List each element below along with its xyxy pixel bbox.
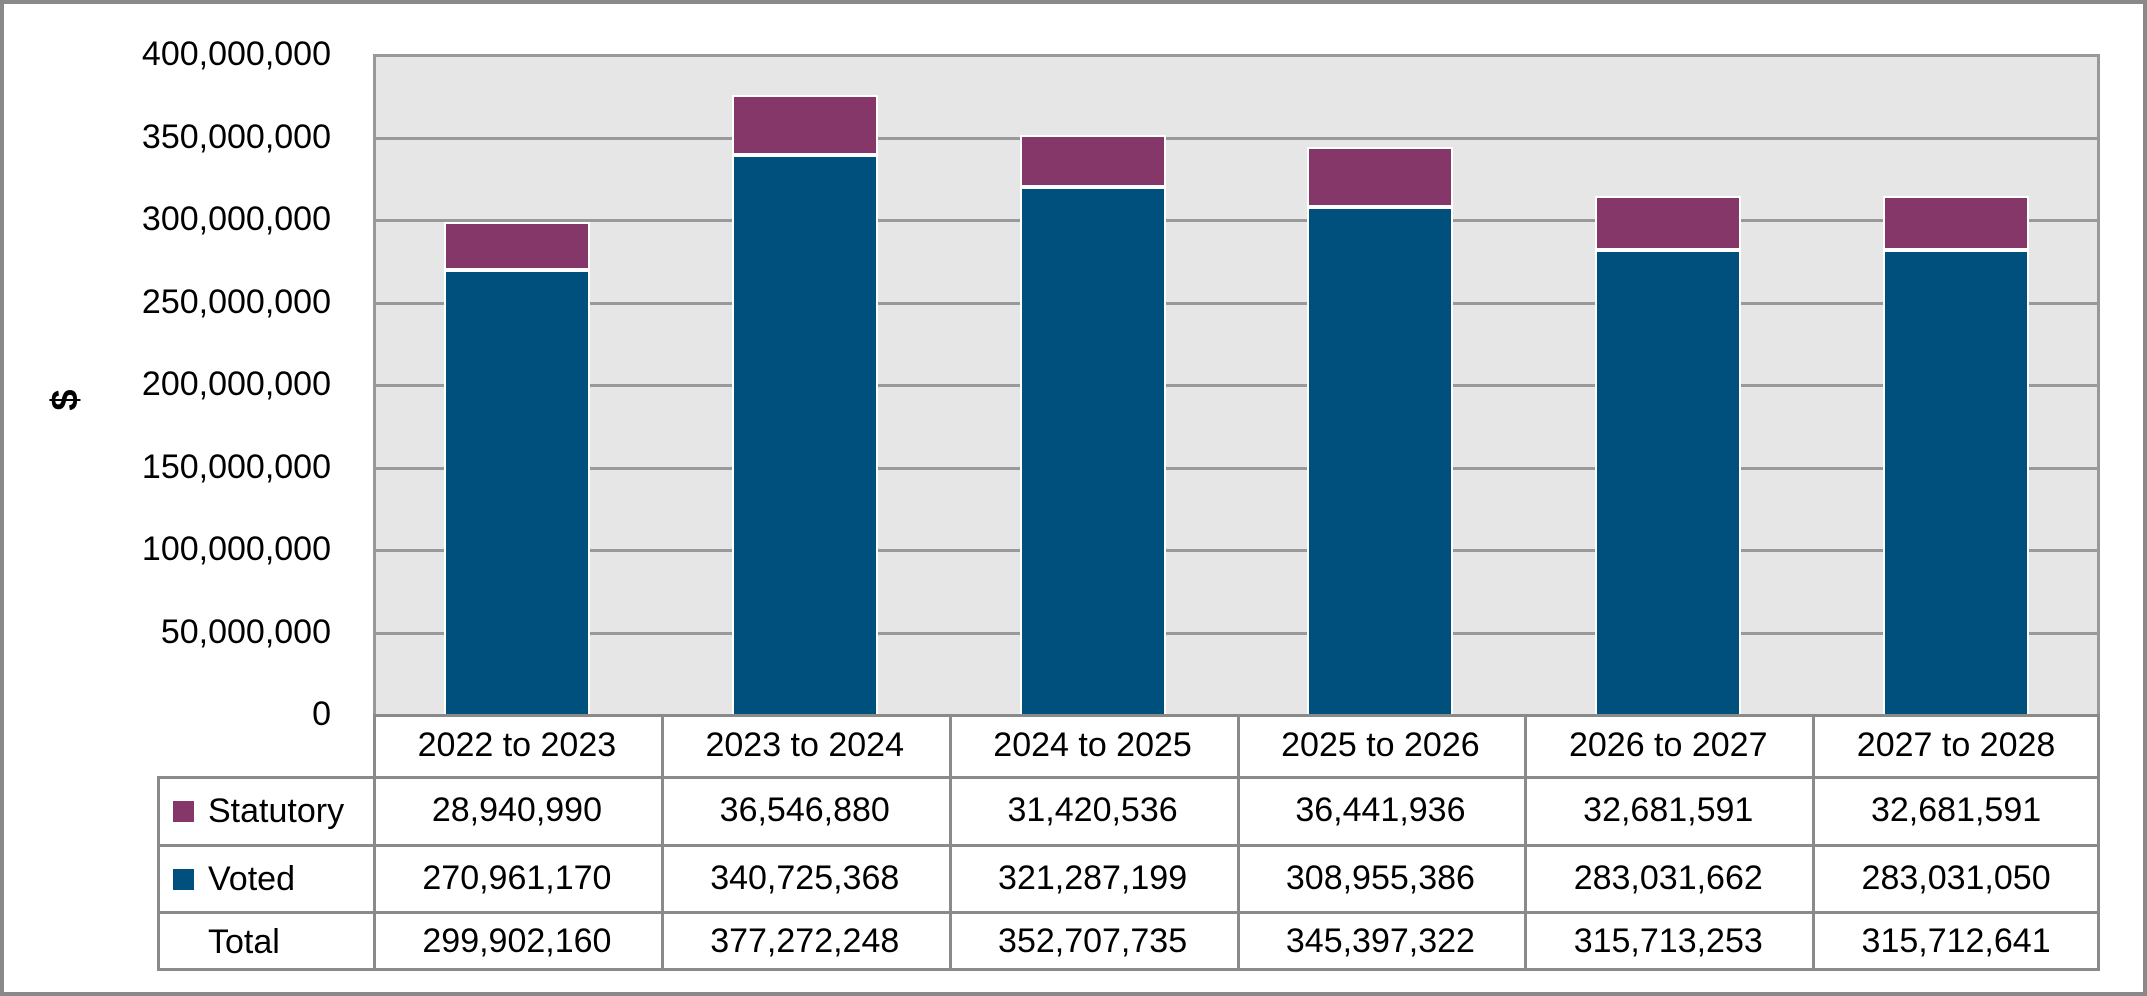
table-value-cell: 270,961,170 <box>422 859 612 897</box>
bar-segment-statutory-1 <box>443 222 590 270</box>
legend-row-voted: Voted <box>160 847 370 911</box>
bar-segment-voted-3 <box>1019 186 1166 717</box>
table-value-cell: 352,707,735 <box>998 922 1188 960</box>
table-row-separator <box>157 776 2100 779</box>
bar-segment-statutory-2 <box>731 94 878 155</box>
legend-row-statutory: Statutory <box>160 779 370 844</box>
table-value-cell: 283,031,662 <box>1573 859 1763 897</box>
table-value-cell: 28,940,990 <box>431 791 602 829</box>
bar-segment-statutory-4 <box>1307 147 1454 208</box>
gridline <box>376 301 2097 305</box>
table-column-separator <box>1236 714 1240 971</box>
bar-segment-voted-6 <box>1883 250 2030 717</box>
y-axis-tick-label: 300,000,000 <box>141 200 331 238</box>
table-row-separator <box>157 911 2100 914</box>
table-row-separator <box>157 844 2100 847</box>
bar-segment-statutory-5 <box>1595 196 1742 250</box>
category-header-cell: 2022 to 2023 <box>417 726 617 764</box>
legend-label-voted: Voted <box>208 859 295 898</box>
table-value-cell: 340,725,368 <box>710 859 900 897</box>
table-value-cell: 345,397,322 <box>1285 922 1475 960</box>
bar-segment-voted-5 <box>1595 250 1742 717</box>
bar-segment-voted-4 <box>1307 207 1454 717</box>
table-value-cell: 32,681,591 <box>1583 791 1754 829</box>
table-value-cell: 315,712,641 <box>1861 922 2051 960</box>
table-value-cell: 283,031,050 <box>1861 859 2051 897</box>
bar-segment-statutory-6 <box>1883 196 2030 250</box>
table-value-cell: 321,287,199 <box>998 859 1188 897</box>
table-value-cell: 299,902,160 <box>422 922 612 960</box>
table-value-cell: 32,681,591 <box>1870 791 2042 829</box>
table-column-separator <box>948 714 952 971</box>
table-value-cell: 36,546,880 <box>719 791 890 829</box>
y-axis-tick-label: 350,000,000 <box>141 117 331 156</box>
bar-segment-statutory-3 <box>1019 135 1166 187</box>
category-header-cell: 2026 to 2027 <box>1568 726 1768 764</box>
y-axis-tick-label: 150,000,000 <box>141 447 331 486</box>
plot-area <box>373 54 2100 717</box>
gridline <box>376 631 2097 635</box>
legend-label-total: Total <box>208 923 280 961</box>
legend-row-total: Total <box>160 914 370 971</box>
legend-label-statutory: Statutory <box>208 792 345 830</box>
gridline <box>376 136 2097 140</box>
table-column-separator <box>660 714 664 971</box>
y-axis-tick-label: 0 <box>312 695 331 733</box>
table-value-cell: 308,955,386 <box>1285 859 1475 897</box>
table-value-cell: 31,420,536 <box>1007 791 1178 829</box>
y-axis-tick-label: 250,000,000 <box>141 282 331 321</box>
gridline <box>376 549 2097 552</box>
gridline <box>376 219 2097 222</box>
category-header-cell: 2023 to 2024 <box>705 726 904 764</box>
gridline <box>376 466 2097 470</box>
bar-segment-voted-1 <box>443 269 590 717</box>
gridline <box>376 384 2097 387</box>
y-axis-tick-label: 400,000,000 <box>141 35 331 73</box>
table-column-separator <box>1812 714 1816 971</box>
table-value-cell: 377,272,248 <box>710 922 900 960</box>
y-axis-tick-label: 50,000,000 <box>160 612 331 651</box>
bar-segment-voted-2 <box>731 154 878 717</box>
y-axis-tick-label: 200,000,000 <box>141 365 331 403</box>
table-value-cell: 315,713,253 <box>1573 922 1763 960</box>
statutory-swatch-icon <box>173 801 194 822</box>
table-column-separator <box>1524 714 1528 971</box>
table-value-cell: 36,441,936 <box>1295 791 1466 829</box>
category-header-cell: 2024 to 2025 <box>993 726 1192 764</box>
voted-swatch-icon <box>173 868 194 890</box>
category-header-cell: 2027 to 2028 <box>1856 726 2056 764</box>
category-header-cell: 2025 to 2026 <box>1281 726 1480 764</box>
y-axis-tick-label: 100,000,000 <box>141 530 331 568</box>
